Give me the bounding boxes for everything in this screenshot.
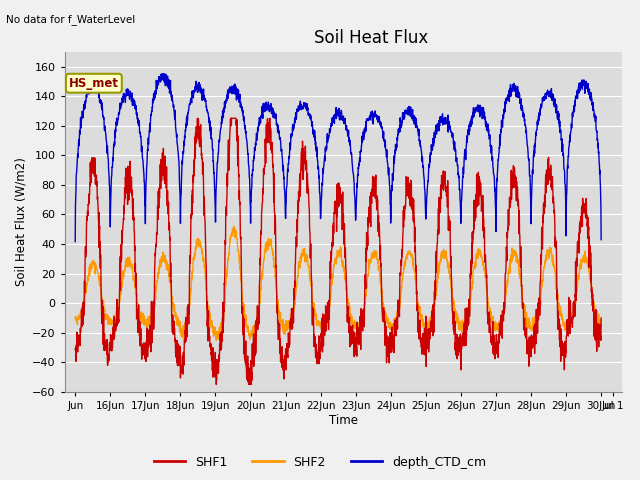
Title: Soil Heat Flux: Soil Heat Flux bbox=[314, 29, 428, 48]
Y-axis label: Soil Heat Flux (W/m2): Soil Heat Flux (W/m2) bbox=[15, 157, 28, 286]
Text: HS_met: HS_met bbox=[69, 77, 119, 90]
X-axis label: Time: Time bbox=[329, 414, 358, 427]
Legend: SHF1, SHF2, depth_CTD_cm: SHF1, SHF2, depth_CTD_cm bbox=[148, 451, 492, 474]
Text: No data for f_WaterLevel: No data for f_WaterLevel bbox=[6, 14, 136, 25]
